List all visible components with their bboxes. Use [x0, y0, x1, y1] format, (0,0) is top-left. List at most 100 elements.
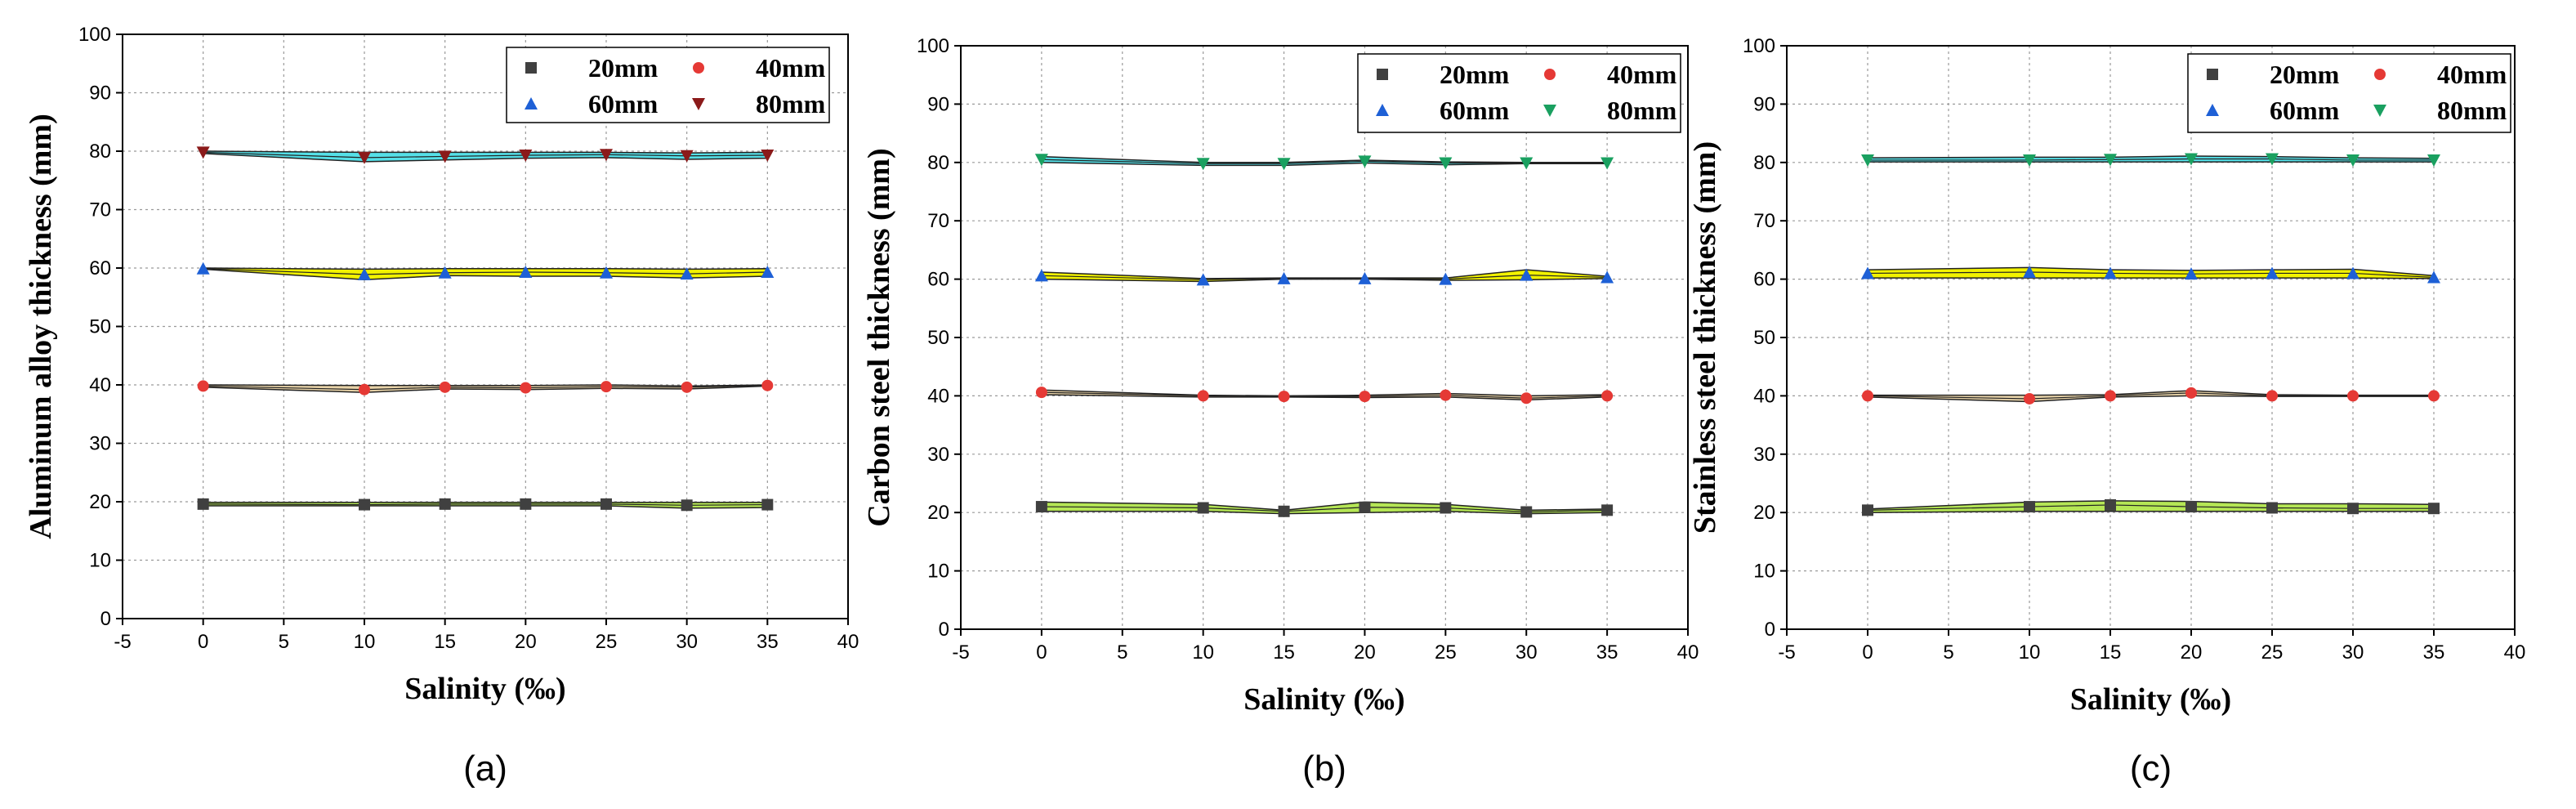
data-point-40mm [1359, 391, 1371, 403]
y-tick-label: 0 [100, 608, 111, 630]
legend-marker-40mm [693, 62, 704, 74]
x-tick-label: 25 [2261, 641, 2284, 664]
data-point-20mm [1440, 502, 1452, 514]
y-tick-label: 20 [89, 491, 111, 513]
legend-label-20mm: 20mm [588, 53, 659, 83]
data-point-80mm [519, 150, 533, 163]
y-tick-label: 30 [89, 433, 111, 455]
data-point-20mm [520, 498, 532, 510]
series-40mm [1862, 387, 2440, 404]
data-point-60mm [1196, 273, 1210, 286]
x-tick-label: 5 [1943, 641, 1953, 664]
data-point-80mm [1439, 157, 1453, 170]
y-tick-label: 10 [1753, 561, 1775, 583]
data-point-20mm [2428, 503, 2440, 515]
x-tick-label: 30 [2342, 641, 2364, 664]
y-tick-label: 50 [927, 327, 949, 349]
data-point-40mm [1862, 390, 1873, 402]
x-tick-label: 30 [676, 631, 698, 653]
x-tick-label: 20 [2181, 641, 2203, 664]
data-point-40mm [600, 381, 612, 393]
legend-marker-20mm [1377, 69, 1388, 80]
data-point-20mm [2347, 503, 2359, 515]
x-tick-label: 15 [434, 631, 456, 653]
y-tick-label: 100 [1743, 35, 1775, 57]
data-point-20mm [600, 498, 612, 510]
data-point-40mm [1197, 390, 1209, 402]
y-tick-label: 100 [78, 24, 111, 46]
data-point-40mm [1520, 392, 1533, 404]
y-tick-label: 70 [89, 199, 111, 221]
data-point-20mm [1601, 504, 1614, 516]
data-point-40mm [520, 382, 532, 394]
legend-marker-80mm [2373, 105, 2386, 117]
legend-label-80mm: 80mm [756, 89, 826, 118]
legend-marker-60mm [2206, 104, 2219, 116]
x-tick-label: 35 [1596, 641, 1618, 664]
y-tick-label: 70 [927, 210, 949, 232]
legend-label-80mm: 80mm [2437, 96, 2507, 125]
y-tick-label: 20 [1753, 502, 1775, 524]
legend-label-60mm: 60mm [1440, 96, 1510, 125]
legend-label-40mm: 40mm [2437, 60, 2507, 89]
data-point-80mm [761, 150, 775, 163]
y-tick-label: 40 [1753, 385, 1775, 407]
x-axis-title: Salinity (‰) [404, 672, 565, 706]
data-point-20mm [197, 498, 209, 510]
data-point-60mm [2266, 266, 2279, 279]
data-point-80mm [2346, 154, 2359, 167]
panel-label: (c) [2130, 749, 2172, 789]
series-60mm [1861, 266, 2440, 284]
y-tick-label: 30 [927, 444, 949, 466]
data-point-20mm [1278, 505, 1290, 517]
data-point-60mm [1358, 271, 1372, 284]
x-tick-label: 30 [1516, 641, 1538, 664]
data-point-80mm [196, 146, 210, 159]
data-point-40mm [2266, 390, 2278, 402]
data-point-60mm [358, 267, 371, 280]
y-tick-label: 90 [1753, 93, 1775, 115]
legend-marker-20mm [2207, 69, 2218, 80]
x-axis-title: Salinity (‰) [1243, 682, 1404, 717]
x-tick-label: 40 [837, 631, 859, 653]
data-point-60mm [2346, 266, 2359, 279]
data-point-40mm [2185, 387, 2197, 399]
data-point-20mm [761, 498, 774, 511]
y-axis-title: Stainless steel thickness (mm) [1688, 141, 1722, 534]
y-tick-label: 10 [927, 561, 949, 583]
data-point-40mm [1440, 389, 1452, 401]
y-tick-label: 60 [89, 257, 111, 279]
data-point-80mm [1277, 158, 1291, 171]
data-point-60mm [2104, 266, 2117, 279]
data-point-60mm [1861, 266, 1874, 279]
y-tick-label: 0 [1765, 619, 1775, 641]
legend-box [1357, 53, 1681, 133]
y-axis-title: Carbon steel thickness (mm) [862, 148, 896, 526]
y-tick-label: 90 [927, 93, 949, 115]
chart-panel-a: -5 0 5 10 15 20 25 30 35 400102030405060708090100… [24, 24, 859, 789]
legend-box [2187, 53, 2511, 133]
y-tick-label: 30 [1753, 444, 1775, 466]
y-tick-label: 70 [1753, 210, 1775, 232]
y-tick-label: 80 [89, 141, 111, 163]
legend: 20mm 40mm 60mm 80mm [2187, 53, 2511, 133]
data-point-80mm [2104, 154, 2117, 167]
y-tick-label: 50 [89, 316, 111, 338]
x-tick-label: 0 [1862, 641, 1873, 664]
x-tick-label: 20 [515, 631, 537, 653]
x-tick-label: 25 [596, 631, 618, 653]
data-point-40mm [2024, 392, 2035, 404]
data-point-40mm [359, 383, 370, 396]
data-point-20mm [439, 498, 451, 510]
x-tick-label: 5 [279, 631, 289, 653]
data-point-20mm [2185, 501, 2197, 513]
x-tick-label: 0 [1036, 641, 1047, 664]
chart-panel-c: -5 0 5 10 15 20 25 30 35 400102030405060708090100… [1688, 35, 2525, 789]
data-point-40mm [1278, 391, 1290, 403]
data-point-20mm [1035, 501, 1047, 513]
data-point-60mm [519, 266, 533, 279]
data-point-60mm [1439, 272, 1453, 285]
data-point-20mm [1520, 506, 1533, 518]
data-point-20mm [2105, 498, 2116, 511]
y-tick-label: 40 [89, 374, 111, 396]
